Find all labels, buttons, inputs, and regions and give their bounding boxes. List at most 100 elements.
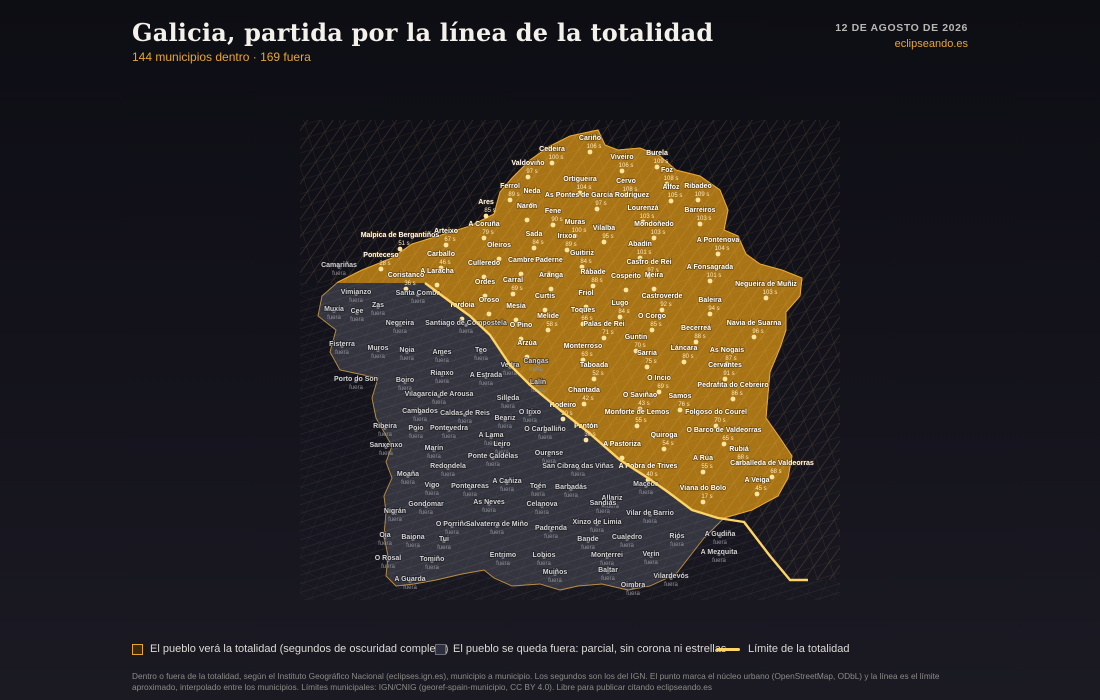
label-a-gudina[interactable]: A Gudiña [704,530,737,539]
label-malpica-de-bergantinos[interactable]: Malpica de Bergantiños [360,231,440,240]
label-baleira[interactable]: Baleira [698,296,723,305]
label-samos[interactable]: Samos [668,392,693,401]
label-a-pastoriza[interactable]: A Pastoriza [602,440,642,449]
label-lugo[interactable]: Lugo [611,299,630,308]
label-padrenda[interactable]: Padrenda [534,524,568,533]
label-lancara[interactable]: Láncara [670,344,699,353]
label-ponteareas[interactable]: Ponteareas [450,482,489,491]
label-cedeira[interactable]: Cedeira [538,145,565,154]
label-bande[interactable]: Bande [576,535,599,544]
label-rabade[interactable]: Rábade [580,268,607,277]
label-santa-comba[interactable]: Santa Comba [395,289,441,298]
label-ribadeo[interactable]: Ribadeo [683,182,712,191]
label-mondonedo[interactable]: Mondoñedo [633,220,674,229]
label-muxia[interactable]: Muxía [323,305,345,314]
label-pontevedra[interactable]: Pontevedra [429,424,469,433]
label-fene[interactable]: Fene [544,207,562,216]
label-san-cibrao-das-vinas[interactable]: San Cibrao das Viñas [541,462,614,471]
label-navia-de-suarna[interactable]: Navia de Suarna [726,319,782,328]
label-o-corgo[interactable]: O Corgo [637,312,667,321]
label-as-neves[interactable]: As Neves [472,498,505,507]
label-carballo[interactable]: Carballo [426,250,456,259]
label-camarinas[interactable]: Camariñas [320,261,358,270]
label-silleda[interactable]: Silleda [496,394,520,403]
label-tomino[interactable]: Tomiño [419,555,445,564]
label-culleredo[interactable]: Culleredo [467,259,501,268]
label-fisterra[interactable]: Fisterra [328,340,355,349]
label-barbadas[interactable]: Barbadás [554,483,588,492]
label-a-pontenova[interactable]: A Pontenova [696,236,740,245]
label-muros[interactable]: Muros [367,344,390,353]
label-a-caniza[interactable]: A Cañiza [492,477,523,486]
label-foz[interactable]: Foz [660,166,674,175]
label-lalin[interactable]: Lalín [529,378,547,387]
label-poio[interactable]: Poio [408,424,425,433]
label-naron[interactable]: Narón [516,202,538,211]
label-vigo[interactable]: Vigo [424,481,441,490]
label-as-pontes-de-garcia-rodriguez[interactable]: As Pontes de García Rodríguez [544,191,650,200]
label-a-lama[interactable]: A Lama [478,431,505,440]
label-ponteceso[interactable]: Ponteceso [362,251,399,260]
label-arteixo[interactable]: Arteixo [433,227,459,236]
label-burela[interactable]: Burela [645,149,668,158]
label-valdovino[interactable]: Valdoviño [511,159,546,168]
label-toen[interactable]: Toén [529,482,547,491]
label-vilagarcia-de-arousa[interactable]: Vilagarcía de Arousa [404,390,475,399]
label-cambre[interactable]: Cambre [507,256,535,265]
label-monterrei[interactable]: Monterrei [590,551,624,560]
label-a-fonsagrada[interactable]: A Fonsagrada [686,263,734,272]
label-salvaterra-de-mino[interactable]: Salvaterra de Miño [465,520,529,529]
label-cervantes[interactable]: Cervantes [707,361,743,370]
label-curtis[interactable]: Curtis [534,292,556,301]
label-negueira-de-muniz[interactable]: Negueira de Muñiz [734,280,798,289]
label-vilalba[interactable]: Vilalba [592,224,616,233]
label-oleiros[interactable]: Oleiros [486,241,512,250]
label-caldas-de-reis[interactable]: Caldas de Reis [439,409,491,418]
label-barreiros[interactable]: Barreiros [684,206,717,215]
label-meira[interactable]: Meira [644,271,664,280]
label-ortigueira[interactable]: Ortigueira [562,175,597,184]
label-o-carballino[interactable]: O Carballiño [523,425,566,434]
label-noia[interactable]: Noia [399,346,416,355]
label-abadin[interactable]: Abadín [627,240,652,249]
label-sarria[interactable]: Sarria [636,349,658,358]
label-teo[interactable]: Teo [474,346,488,355]
label-palas-de-rei[interactable]: Palas de Rei [583,320,626,329]
label-ferrol[interactable]: Ferrol [499,182,520,191]
label-celanova[interactable]: Celanova [526,500,559,509]
label-o-irixo[interactable]: O Irixo [518,408,542,417]
label-porto-do-son[interactable]: Porto do Son [333,375,379,384]
label-ourense[interactable]: Ourense [534,449,564,458]
label-baiona[interactable]: Baiona [401,533,426,542]
label-aranga[interactable]: Aranga [538,271,564,280]
label-sada[interactable]: Sada [525,230,543,239]
label-o-porrino[interactable]: O Porriño [435,520,469,529]
label-pedrafita-do-cebreiro[interactable]: Pedrafita do Cebreiro [697,381,770,390]
label-o-pino[interactable]: O Pino [509,321,533,330]
label-cualedro[interactable]: Cualedro [611,533,643,542]
label-oimbra[interactable]: Oimbra [620,581,646,590]
label-oroso[interactable]: Oroso [478,296,500,305]
label-paderne[interactable]: Paderne [534,256,563,265]
label-vilardevos[interactable]: Vilardevós [653,572,690,581]
label-guitiriz[interactable]: Guitiriz [569,249,595,258]
label-santiago-de-compostela[interactable]: Santiago de Compostela [424,319,507,328]
label-entrimo[interactable]: Entrimo [489,551,517,560]
label-a-veiga[interactable]: A Veiga [744,476,771,485]
label-rios[interactable]: Riós [669,532,686,541]
label-rubia[interactable]: Rubiá [728,445,749,454]
label-sanxenxo[interactable]: Sanxenxo [369,441,404,450]
label-coristanco[interactable]: Coristanco [387,271,425,280]
label-baltar[interactable]: Baltar [597,566,619,575]
label-tordoia[interactable]: Tordoia [449,301,476,310]
label-taboada[interactable]: Taboada [579,361,609,370]
label-monterroso[interactable]: Monterroso [563,342,603,351]
label-mesia[interactable]: Mesía [505,302,526,311]
label-panton[interactable]: Pantón [573,422,598,431]
label-rodeiro[interactable]: Rodeiro [549,401,577,410]
label-ribeira[interactable]: Ribeira [372,422,397,431]
label-viana-do-bolo[interactable]: Viana do Bolo [679,484,727,493]
label-o-barco-de-valdeorras[interactable]: O Barco de Valdeorras [686,426,763,435]
label-alfoz[interactable]: Alfoz [662,183,681,192]
label-cambados[interactable]: Cambados [401,407,438,416]
